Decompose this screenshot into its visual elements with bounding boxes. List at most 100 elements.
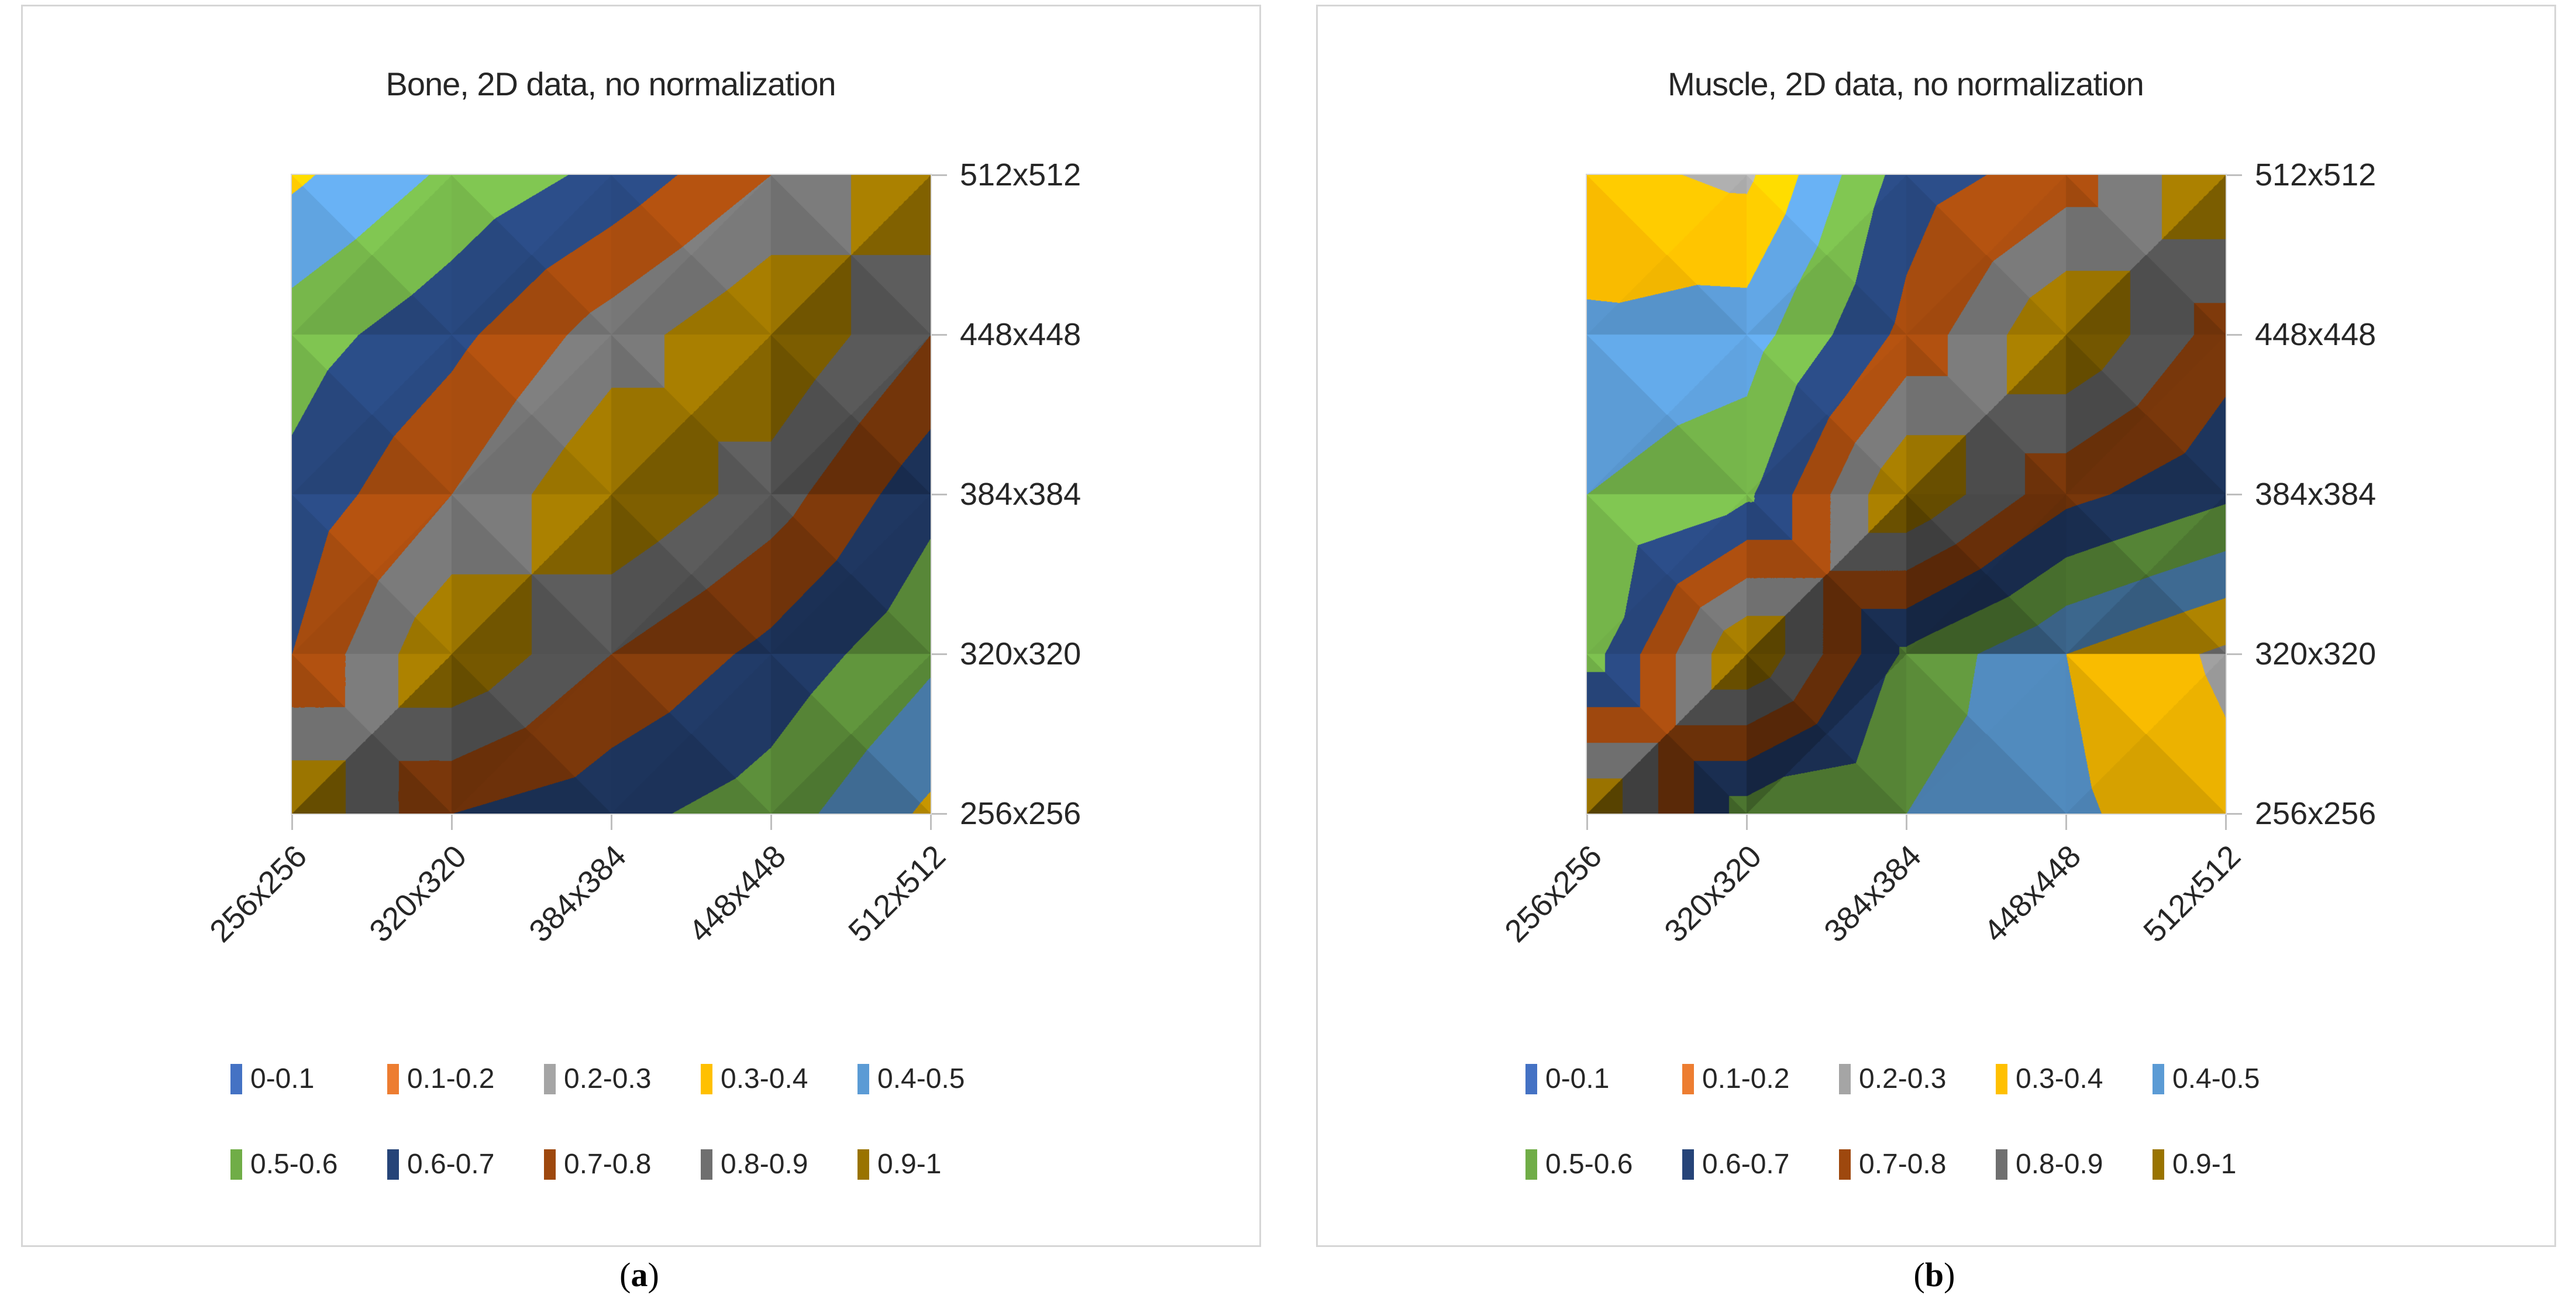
legend-label: 0.5-0.6 xyxy=(250,1149,338,1180)
legend-item: 0.9-1 xyxy=(2153,1148,2286,1180)
y-axis-tick xyxy=(932,813,947,815)
legend-row-1-bone: 0-0.1 0.1-0.2 0.2-0.3 0.3-0.4 0.4-0.5 xyxy=(105,1063,1117,1095)
legend-item: 0-0.1 xyxy=(230,1063,364,1095)
legend-label: 0.6-0.7 xyxy=(1702,1149,1790,1180)
legend-label: 0.3-0.4 xyxy=(721,1063,808,1094)
x-axis-tick xyxy=(451,815,453,830)
x-axis-label: 256x256 xyxy=(203,838,314,949)
chart-title-bone: Bone, 2D data, no normalization xyxy=(385,66,836,103)
caption-b-letter: b xyxy=(1924,1256,1944,1294)
y-axis-label: 256x256 xyxy=(2255,796,2377,831)
y-axis-tick xyxy=(932,334,947,336)
y-axis-label: 448x448 xyxy=(960,317,1082,352)
y-axis-tick xyxy=(2227,494,2242,495)
legend-swatch-icon xyxy=(701,1149,712,1180)
legend-item: 0.2-0.3 xyxy=(544,1063,677,1095)
y-axis-label: 256x256 xyxy=(960,796,1082,831)
y-axis-label: 384x384 xyxy=(2255,477,2377,512)
y-axis-tick xyxy=(932,494,947,495)
legend-item: 0.2-0.3 xyxy=(1839,1063,1972,1095)
y-axis-tick xyxy=(2227,174,2242,176)
legend-swatch-icon xyxy=(1682,1149,1694,1180)
legend-swatch-icon xyxy=(1682,1063,1694,1094)
legend-label: 0.2-0.3 xyxy=(564,1063,652,1094)
legend-item: 0.8-0.9 xyxy=(701,1148,834,1180)
legend-swatch-icon xyxy=(857,1149,869,1180)
caption-b: (b) xyxy=(1316,1255,2553,1294)
contour-plot-bone xyxy=(291,174,932,815)
legend-swatch-icon xyxy=(544,1149,556,1180)
legend-item: 0.3-0.4 xyxy=(1996,1063,2129,1095)
legend-label: 0.8-0.9 xyxy=(2016,1149,2103,1180)
panel-bone: Bone, 2D data, no normalization 512x512 4… xyxy=(21,5,1261,1247)
legend-item: 0.4-0.5 xyxy=(2153,1063,2286,1095)
legend-swatch-icon xyxy=(2153,1149,2164,1180)
legend-row-2-muscle: 0.5-0.6 0.6-0.7 0.7-0.8 0.8-0.9 0.9-1 xyxy=(1400,1148,2412,1180)
legend-swatch-icon xyxy=(1839,1063,1851,1094)
x-axis-label: 512x512 xyxy=(842,838,953,949)
x-axis-tick xyxy=(930,815,932,830)
legend-swatch-icon xyxy=(1525,1149,1537,1180)
contour-canvas-bone xyxy=(292,175,931,814)
x-axis-label: 320x320 xyxy=(363,838,474,949)
legend-swatch-icon xyxy=(857,1063,869,1094)
caption-b-close: ) xyxy=(1944,1256,1955,1294)
contour-canvas-muscle xyxy=(1587,175,2226,814)
legend-swatch-icon xyxy=(230,1063,242,1094)
legend-item: 0.4-0.5 xyxy=(857,1063,991,1095)
x-axis-label: 320x320 xyxy=(1658,838,1769,949)
legend-item: 0.1-0.2 xyxy=(1682,1063,1816,1095)
legend-item: 0.8-0.9 xyxy=(1996,1148,2129,1180)
legend-swatch-icon xyxy=(230,1149,242,1180)
caption-a-letter: a xyxy=(631,1256,648,1294)
y-axis-label: 512x512 xyxy=(2255,157,2377,192)
legend-swatch-icon xyxy=(1996,1063,2007,1094)
legend-label: 0.8-0.9 xyxy=(721,1149,808,1180)
x-axis-label: 448x448 xyxy=(682,838,793,949)
x-axis-label: 448x448 xyxy=(1977,838,2088,949)
caption-b-open: ( xyxy=(1913,1256,1925,1294)
legend-swatch-icon xyxy=(1525,1063,1537,1094)
legend-swatch-icon xyxy=(701,1063,712,1094)
legend-row-1-muscle: 0-0.1 0.1-0.2 0.2-0.3 0.3-0.4 0.4-0.5 xyxy=(1400,1063,2412,1095)
x-axis-tick xyxy=(291,815,293,830)
legend-item: 0.3-0.4 xyxy=(701,1063,834,1095)
x-axis-label: 384x384 xyxy=(522,838,633,949)
y-axis-tick xyxy=(932,653,947,655)
legend-label: 0.4-0.5 xyxy=(2172,1063,2260,1094)
x-axis-label: 384x384 xyxy=(1817,838,1928,949)
chart-title-muscle: Muscle, 2D data, no normalization xyxy=(1668,66,2144,103)
legend-swatch-icon xyxy=(544,1063,556,1094)
caption-a-open: ( xyxy=(619,1256,631,1294)
x-axis-tick xyxy=(1906,815,1907,830)
caption-a-close: ) xyxy=(648,1256,659,1294)
legend-swatch-icon xyxy=(1996,1149,2007,1180)
x-axis-label: 512x512 xyxy=(2137,838,2248,949)
contour-plot-muscle xyxy=(1586,174,2227,815)
y-axis-label: 384x384 xyxy=(960,477,1082,512)
x-axis-tick xyxy=(1746,815,1748,830)
caption-a: (a) xyxy=(21,1255,1258,1294)
x-axis-tick xyxy=(770,815,772,830)
y-axis-label: 512x512 xyxy=(960,157,1082,192)
y-axis-tick xyxy=(2227,813,2242,815)
legend-label: 0.6-0.7 xyxy=(407,1149,495,1180)
legend-item: 0.9-1 xyxy=(857,1148,991,1180)
y-axis-label: 448x448 xyxy=(2255,317,2377,352)
legend-swatch-icon xyxy=(387,1149,399,1180)
legend-item: 0.7-0.8 xyxy=(1839,1148,1972,1180)
x-axis-tick xyxy=(2225,815,2227,830)
legend-swatch-icon xyxy=(1839,1149,1851,1180)
legend-item: 0-0.1 xyxy=(1525,1063,1659,1095)
legend-label: 0-0.1 xyxy=(1545,1063,1610,1094)
legend-label: 0.2-0.3 xyxy=(1859,1063,1947,1094)
y-axis-tick xyxy=(2227,653,2242,655)
panel-muscle: Muscle, 2D data, no normalization 512x51… xyxy=(1316,5,2556,1247)
legend-label: 0.1-0.2 xyxy=(407,1063,495,1094)
x-axis-tick xyxy=(1586,815,1588,830)
y-axis-tick xyxy=(2227,334,2242,336)
y-axis-label: 320x320 xyxy=(2255,636,2377,671)
legend-item: 0.6-0.7 xyxy=(1682,1148,1816,1180)
legend-label: 0-0.1 xyxy=(250,1063,315,1094)
legend-item: 0.6-0.7 xyxy=(387,1148,521,1180)
